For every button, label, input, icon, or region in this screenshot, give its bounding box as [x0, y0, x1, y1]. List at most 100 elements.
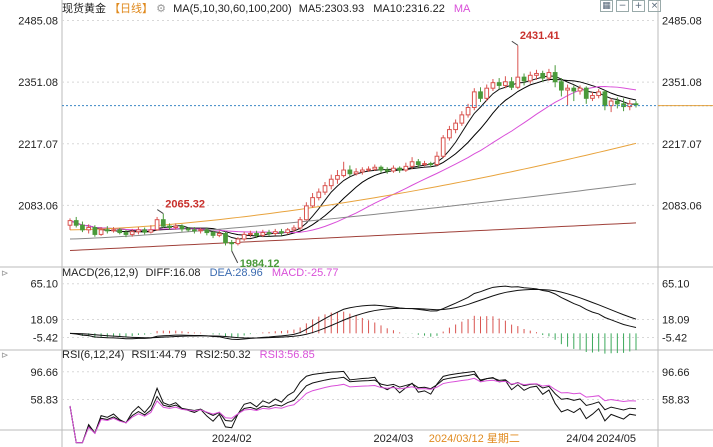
candle-body	[285, 229, 291, 234]
annotation-leader	[231, 250, 239, 264]
macd-dea: DEA:28.96	[210, 267, 263, 279]
x-tick-label: 2024/05	[596, 433, 636, 445]
macd-value: MACD:-25.77	[272, 267, 339, 279]
macd-panel[interactable]	[69, 285, 637, 354]
rsi-panel[interactable]	[69, 370, 637, 444]
candle-body	[235, 238, 241, 245]
y-tick-label-right: 18.09	[662, 315, 690, 327]
candle-body	[440, 137, 446, 157]
rsi1-line	[69, 370, 637, 444]
candle-body	[322, 185, 328, 193]
candle-body	[571, 87, 577, 92]
candle-body	[391, 167, 396, 172]
candlesticks	[67, 45, 639, 251]
candle-body	[185, 228, 191, 231]
candle-body	[272, 231, 278, 234]
candle-body	[509, 81, 514, 88]
period-label[interactable]: 【日线】	[109, 1, 153, 15]
candle-body	[397, 167, 403, 171]
collapse-rsi-icon[interactable]: ⊳	[1, 351, 9, 361]
candle-body	[279, 231, 284, 234]
candle-body	[496, 82, 502, 86]
candle-body	[328, 178, 334, 187]
x-tick-label: 2024/03	[374, 433, 414, 445]
y-tick-label-right: 65.10	[662, 279, 690, 291]
candle-body	[459, 114, 465, 124]
candle-body	[602, 91, 608, 107]
candle-body	[117, 229, 123, 234]
candle-body	[260, 232, 266, 236]
collapse-macd-icon[interactable]: ⊳	[1, 269, 9, 279]
candle-body	[359, 169, 365, 173]
candle-body	[552, 72, 558, 83]
price-panel[interactable]: 2431.41 2065.32 1984.12	[62, 30, 713, 270]
y-tick-label-left: 58.83	[30, 395, 58, 407]
plus-icon[interactable]: +	[632, 0, 645, 12]
candle-body	[204, 229, 210, 234]
candle-body	[558, 81, 564, 91]
candle-body	[378, 166, 384, 171]
toolbar: ▦ − + ×	[600, 0, 661, 12]
y-tick-label-right: 96.66	[662, 367, 690, 379]
candle-body	[142, 229, 148, 233]
ma30-line	[69, 86, 637, 234]
right-y-axis: 2485.08 2351.08 2217.07 2083.06 65.10 18.09 -5…	[662, 16, 702, 407]
price-annotation: 1984.12	[240, 258, 280, 270]
candle-body	[527, 74, 533, 82]
candle-body	[503, 81, 508, 86]
y-tick-label-left: -5.42	[33, 332, 58, 344]
candle-body	[478, 91, 483, 99]
y-tick-label-right: 2217.07	[662, 139, 702, 151]
rsi-label: RSI(6,12,24)	[62, 349, 124, 361]
candle-body	[633, 103, 639, 106]
macd-diff: DIFF:16.08	[145, 267, 200, 279]
x-tick-label: 2024/02	[212, 433, 252, 445]
candle-body	[534, 72, 539, 76]
candle-body	[415, 161, 421, 166]
candle-body	[291, 227, 297, 231]
grid-icon[interactable]: ▦	[600, 0, 613, 12]
annotation-leader	[157, 209, 164, 214]
ma10-line	[69, 78, 637, 237]
macd-histogram	[75, 311, 637, 354]
rsi-lines	[69, 370, 637, 444]
candle-body	[248, 232, 253, 235]
candle-body	[465, 107, 471, 116]
candle-body	[92, 227, 98, 235]
candle-body	[316, 191, 322, 199]
price-annotation: 2065.32	[165, 199, 205, 211]
candle-body	[129, 231, 135, 235]
candle-body	[229, 242, 235, 245]
y-tick-label-right: 2083.06	[662, 200, 702, 212]
candle-body	[111, 229, 116, 232]
candle-body	[179, 225, 185, 230]
macd-diff-line	[69, 285, 637, 340]
settings-icon[interactable]: ⚙	[156, 3, 166, 15]
minus-icon[interactable]: −	[616, 0, 629, 12]
candle-body	[210, 232, 216, 236]
rsi2-line	[69, 373, 637, 444]
y-tick-label-left: 65.10	[30, 279, 58, 291]
candle-body	[409, 161, 415, 167]
candle-body	[148, 229, 154, 233]
rsi3-line	[69, 377, 637, 444]
candle-body	[198, 229, 203, 232]
candle-body	[384, 169, 390, 172]
y-tick-label-right: -5.42	[662, 332, 687, 344]
rsi2-value: RSI2:50.32	[196, 349, 251, 361]
annotation-leader	[511, 40, 519, 46]
candle-body	[347, 169, 353, 175]
rsi1-value: RSI1:44.79	[131, 349, 186, 361]
price-annotations: 2431.41 2065.32 1984.12	[157, 30, 560, 270]
candle-body	[216, 232, 222, 236]
candle-body	[67, 220, 73, 226]
ma5-value: MA5:2303.93	[299, 3, 364, 15]
candle-body	[80, 224, 85, 231]
macd-dea-line	[69, 288, 637, 339]
candle-body	[447, 129, 452, 139]
candle-body	[471, 91, 477, 109]
close-icon[interactable]: ×	[648, 0, 661, 12]
candle-body	[540, 72, 546, 79]
